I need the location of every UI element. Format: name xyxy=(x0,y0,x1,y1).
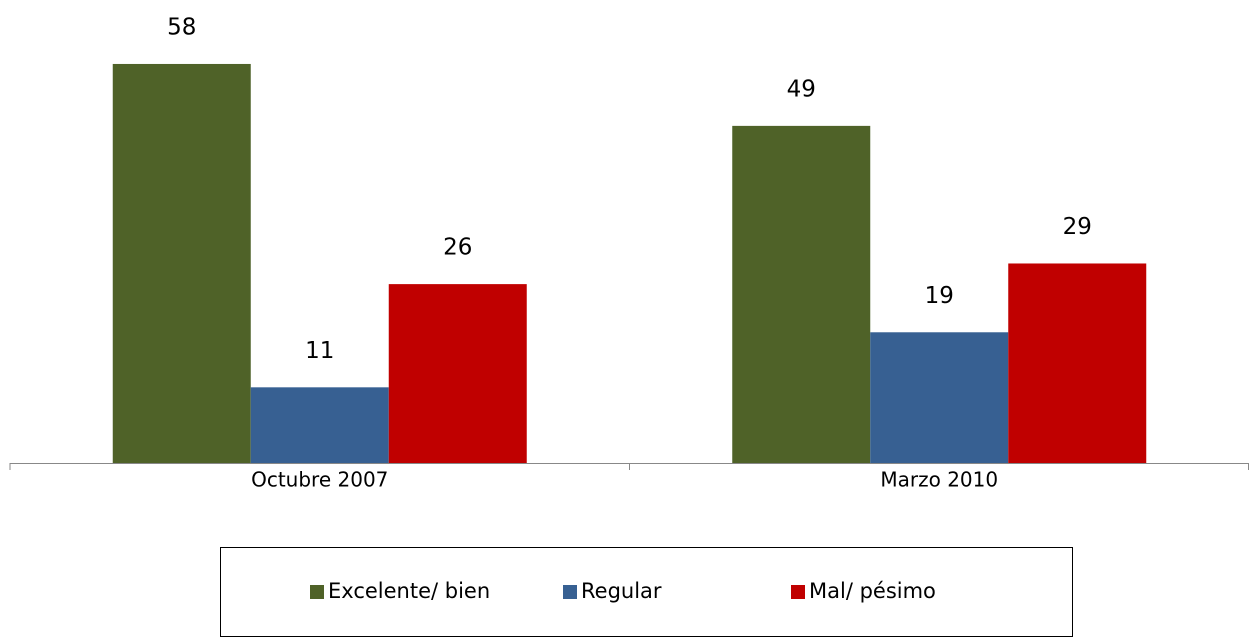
legend-box xyxy=(220,547,1073,637)
legend-swatch xyxy=(563,585,577,599)
legend-label: Excelente/ bien xyxy=(328,579,490,603)
bar xyxy=(112,63,251,464)
data-label: 49 xyxy=(787,76,816,102)
data-label: 19 xyxy=(925,283,954,309)
data-label: 26 xyxy=(443,235,472,261)
legend-swatch xyxy=(791,585,805,599)
data-label: 58 xyxy=(167,14,196,40)
x-tick-label: Octubre 2007 xyxy=(251,468,388,492)
bar xyxy=(870,332,1009,463)
legend-label: Regular xyxy=(581,579,662,603)
bar xyxy=(250,387,389,463)
legend-swatch xyxy=(310,585,324,599)
data-label: 29 xyxy=(1063,214,1092,240)
bar xyxy=(388,284,527,463)
legend-label: Mal/ pésimo xyxy=(809,579,936,603)
data-label: 11 xyxy=(305,338,334,364)
x-tick-label: Marzo 2010 xyxy=(880,468,998,492)
bar xyxy=(732,125,871,463)
bar xyxy=(1008,263,1147,463)
